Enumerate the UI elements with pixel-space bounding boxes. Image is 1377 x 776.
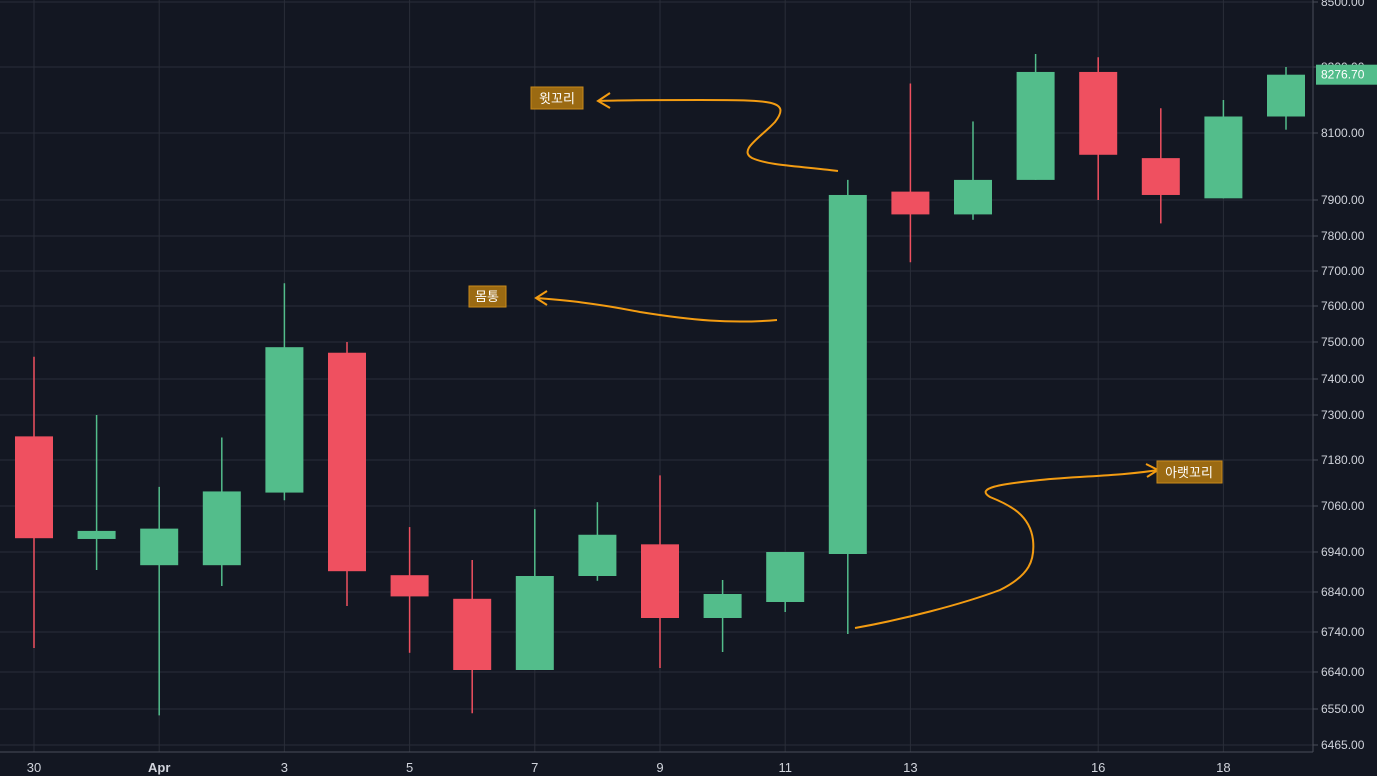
candle-body <box>1204 116 1243 199</box>
candle-9 <box>515 509 554 670</box>
candle-5 <box>265 283 304 501</box>
candle-body <box>1267 74 1305 117</box>
candle-body <box>140 528 179 566</box>
upper-wick-label-box <box>530 86 584 110</box>
y-tick-label: 6740.00 <box>1321 625 1365 639</box>
y-tick-label: 6640.00 <box>1321 665 1365 679</box>
y-tick-label: 8500.00 <box>1321 0 1365 9</box>
candle-20 <box>1204 100 1243 199</box>
y-tick-label: 7700.00 <box>1321 264 1365 278</box>
body-arrow <box>535 297 778 323</box>
candle-15 <box>891 83 930 263</box>
y-tick-label: 7900.00 <box>1321 193 1365 207</box>
y-tick-label: 7060.00 <box>1321 499 1365 513</box>
x-tick-label: 13 <box>903 760 917 775</box>
last-price-marker: 8276.70 <box>1316 64 1377 85</box>
y-tick-label: 6840.00 <box>1321 585 1365 599</box>
annotations: 윗꼬리 몸통 아랫꼬리 <box>468 86 1223 629</box>
y-tick-label: 7600.00 <box>1321 299 1365 313</box>
candle-body <box>77 530 116 539</box>
lower-wick-label-box <box>1156 460 1223 484</box>
candle-2 <box>77 415 116 570</box>
candle-16 <box>954 121 992 220</box>
annotation-upper-wick: 윗꼬리 <box>530 86 839 172</box>
candle-11 <box>641 475 679 668</box>
candle-8 <box>453 560 492 714</box>
candle-17 <box>1016 54 1055 180</box>
lower-wick-label: 아랫꼬리 <box>1165 466 1213 481</box>
candle-7 <box>390 527 429 653</box>
body-label: 몸통 <box>475 290 499 305</box>
candle-14 <box>828 179 867 634</box>
upper-wick-arrowhead <box>596 92 611 109</box>
candle-body <box>515 576 554 670</box>
candle-body <box>954 179 992 215</box>
candle-body <box>15 436 53 539</box>
body-arrowhead <box>534 290 548 306</box>
candle-body <box>453 598 492 670</box>
body-label-box <box>468 285 507 308</box>
y-tick-label: 7300.00 <box>1321 408 1365 422</box>
y-tick-label: 6465.00 <box>1321 738 1365 752</box>
x-tick-label: Apr <box>148 760 170 775</box>
candles <box>15 54 1305 716</box>
y-tick-label: 7800.00 <box>1321 229 1365 243</box>
x-tick-label: 18 <box>1216 760 1230 775</box>
last-price-box <box>1316 64 1377 85</box>
y-tick-labels: 8500.008300.008100.007900.007800.007700.… <box>1313 0 1365 752</box>
candle-body <box>265 347 304 493</box>
candle-body <box>390 575 429 597</box>
x-tick-label: 5 <box>406 760 413 775</box>
y-tick-label: 6550.00 <box>1321 702 1365 716</box>
x-tick-label: 30 <box>27 760 41 775</box>
x-tick-label: 9 <box>656 760 663 775</box>
annotation-lower-wick: 아랫꼬리 <box>854 460 1223 629</box>
candle-body <box>766 552 805 602</box>
candle-12 <box>703 580 742 652</box>
y-tick-label: 6940.00 <box>1321 545 1365 559</box>
x-tick-label: 7 <box>531 760 538 775</box>
candle-13 <box>766 552 805 612</box>
candle-body <box>828 194 867 554</box>
x-tick-labels: 30 Apr 3 5 7 9 11 13 16 18 <box>27 760 1231 775</box>
lower-wick-arrow <box>854 469 1159 629</box>
candle-10 <box>578 502 617 581</box>
candle-18 <box>1079 57 1118 200</box>
candle-body <box>703 594 742 618</box>
y-tick-label: 8100.00 <box>1321 126 1365 140</box>
y-tick-label: 7180.00 <box>1321 453 1365 467</box>
candle-6 <box>328 342 366 606</box>
upper-wick-label: 윗꼬리 <box>539 92 575 107</box>
candle-3 <box>140 486 179 716</box>
upper-wick-arrow <box>597 99 839 172</box>
y-tick-label: 7500.00 <box>1321 335 1365 349</box>
x-tick-label: 16 <box>1091 760 1105 775</box>
y-tick-label: 7400.00 <box>1321 372 1365 386</box>
x-tick-label: 3 <box>281 760 288 775</box>
candle-body <box>1016 71 1055 180</box>
candle-body <box>1141 158 1180 195</box>
candle-body <box>891 191 930 215</box>
candle-body <box>1079 71 1118 155</box>
annotation-body: 몸통 <box>468 285 778 323</box>
candle-21 <box>1267 67 1305 130</box>
candle-body <box>328 352 366 572</box>
candle-4 <box>202 437 241 586</box>
candle-body <box>578 534 617 576</box>
x-tick-label: 11 <box>778 760 792 775</box>
candle-body <box>641 544 679 618</box>
candle-1 <box>15 356 53 648</box>
candle-19 <box>1141 108 1180 224</box>
last-price-label: 8276.70 <box>1321 68 1365 82</box>
candle-body <box>202 491 241 566</box>
